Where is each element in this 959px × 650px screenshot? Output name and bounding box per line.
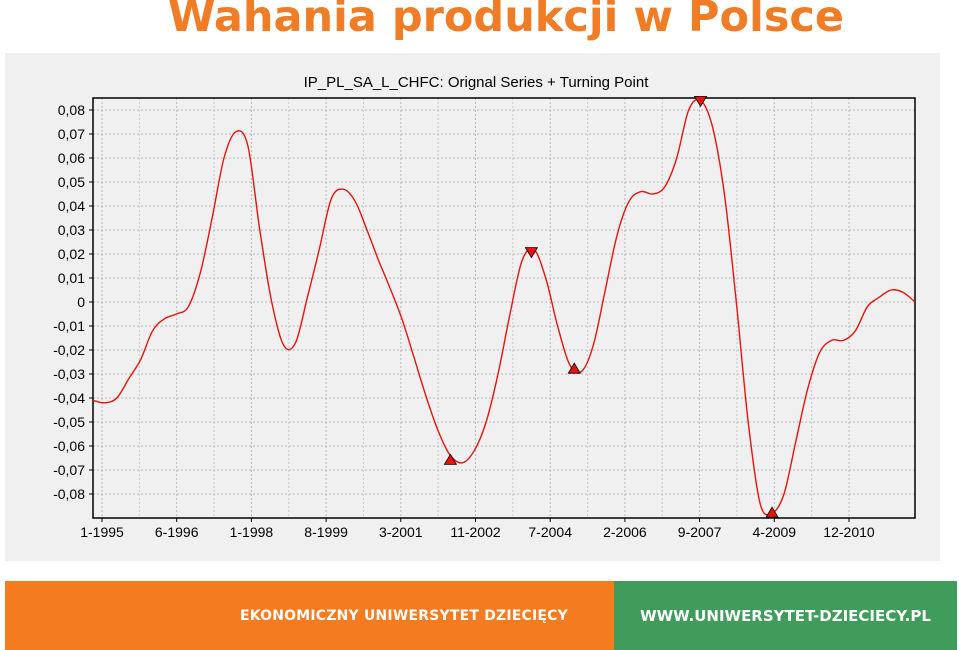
x-tick-label: 9-2007 (678, 524, 722, 540)
y-tick-label: -0,05 (53, 414, 85, 430)
footer-left-band: EKONOMICZNY UNIWERSYTET DZIECIĘCY (5, 581, 614, 650)
x-tick-label: 7-2004 (528, 524, 572, 540)
y-tick-label: 0,04 (58, 198, 85, 214)
x-tick-label: 1-1998 (230, 524, 274, 540)
y-tick-label: -0,04 (53, 390, 85, 406)
trough-marker (765, 506, 779, 518)
x-tick-label: 12-2010 (823, 524, 875, 540)
y-axis-ticks: 0,08 0,07 0,06 0,05 0,04 0,03 0,02 0,01 0 -0,01 -0… (53, 102, 93, 502)
footer: EKONOMICZNY UNIWERSYTET DZIECIĘCY WWW.UN… (5, 581, 957, 650)
trough-marker (567, 362, 581, 374)
university-name: EKONOMICZNY UNIWERSYTET DZIECIĘCY (239, 607, 568, 624)
y-tick-label: 0,08 (58, 102, 85, 118)
y-tick-label: -0,08 (53, 486, 85, 502)
trough-marker (443, 453, 458, 465)
y-tick-label: -0,03 (53, 366, 85, 382)
y-tick-label: 0,06 (58, 150, 85, 166)
y-tick-label: 0,03 (58, 222, 85, 238)
peak-marker (693, 96, 708, 108)
peak-marker (524, 247, 539, 259)
x-tick-label: 3-2001 (379, 524, 423, 540)
y-tick-label: -0,02 (53, 342, 85, 358)
plot-area (92, 97, 916, 519)
x-tick-label: 2-2006 (603, 524, 647, 540)
y-tick-label: -0,06 (53, 438, 85, 454)
y-tick-label: 0,07 (58, 126, 85, 142)
x-axis-ticks: 1-1995 6-1996 1-1998 8-1999 3-2001 11-2002 7-2… (80, 518, 875, 540)
x-tick-label: 8-1999 (304, 524, 348, 540)
y-tick-label: 0 (77, 294, 85, 310)
y-tick-label: 0,02 (58, 246, 85, 262)
x-tick-label: 6-1996 (155, 524, 199, 540)
x-tick-label: 11-2002 (450, 524, 501, 540)
footer-right-band: WWW.UNIWERSYTET-DZIECIECY.PL (614, 581, 957, 650)
line-chart: IP_PL_SA_L_CHFC: Orignal Series + Turnin… (53, 74, 916, 540)
x-tick-label: 1-1995 (80, 524, 124, 540)
y-tick-label: 0,05 (58, 174, 85, 190)
y-tick-label: 0,01 (58, 270, 85, 286)
slide-title: Wahania produkcji w Polsce (168, 0, 845, 42)
chart-panel: IP_PL_SA_L_CHFC: Orignal Series + Turnin… (5, 53, 940, 561)
series-line (92, 98, 916, 516)
y-tick-label: -0,01 (53, 318, 85, 334)
website-url[interactable]: WWW.UNIWERSYTET-DZIECIECY.PL (640, 606, 931, 625)
chart-grid (93, 98, 915, 518)
turning-point-markers (443, 96, 779, 518)
y-tick-label: -0,07 (53, 462, 85, 478)
chart-title: IP_PL_SA_L_CHFC: Orignal Series + Turnin… (304, 74, 650, 91)
x-tick-label: 4-2009 (753, 524, 797, 540)
